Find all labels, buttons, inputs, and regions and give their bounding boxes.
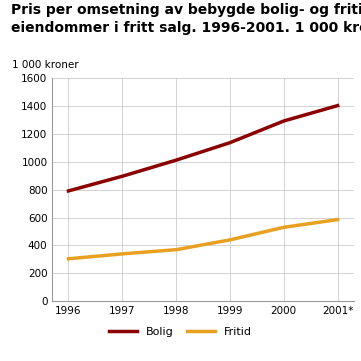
Text: Pris per omsetning av bebygde bolig- og fritids-
eiendommer i fritt salg. 1996-2: Pris per omsetning av bebygde bolig- og … [11, 3, 361, 35]
Text: 1 000 kroner: 1 000 kroner [12, 60, 78, 70]
Legend: Bolig, Fritid: Bolig, Fritid [105, 323, 256, 342]
